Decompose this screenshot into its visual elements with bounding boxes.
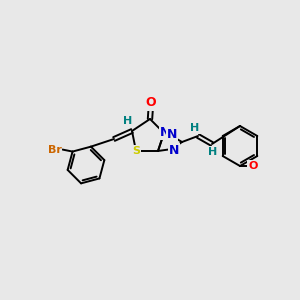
Text: H: H (123, 116, 133, 126)
Text: N: N (169, 143, 179, 157)
Text: O: O (248, 161, 258, 171)
Text: N: N (167, 128, 177, 140)
Text: N: N (160, 125, 170, 139)
Text: S: S (132, 146, 140, 156)
Text: H: H (208, 147, 217, 157)
Text: H: H (190, 123, 200, 133)
Text: Br: Br (48, 145, 62, 154)
Text: O: O (146, 97, 156, 110)
